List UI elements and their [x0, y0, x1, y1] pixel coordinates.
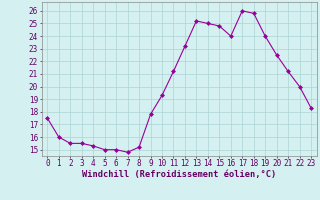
X-axis label: Windchill (Refroidissement éolien,°C): Windchill (Refroidissement éolien,°C) [82, 170, 276, 179]
